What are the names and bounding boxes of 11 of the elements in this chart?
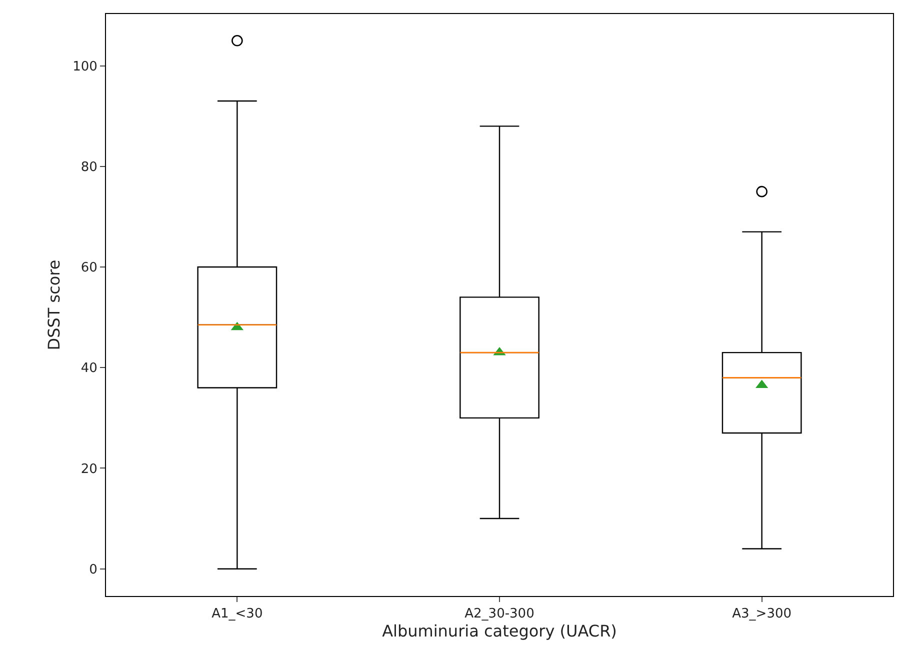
y-tick-label: 0 [89, 562, 98, 578]
y-tick-label: 100 [72, 59, 98, 74]
y-tick-label: 20 [80, 462, 98, 477]
y-tick-label: 60 [80, 260, 98, 276]
x-tick-label: A3_>300 [732, 606, 792, 622]
y-tick-label: 40 [80, 361, 98, 376]
y-tick-label: 80 [80, 160, 98, 175]
x-tick-label: A1_<30 [212, 606, 263, 622]
x-tick-label: A2_30-300 [464, 606, 534, 622]
x-axis-title: Albuminuria category (UACR) [382, 622, 617, 641]
y-axis-title: DSST score [44, 260, 64, 350]
